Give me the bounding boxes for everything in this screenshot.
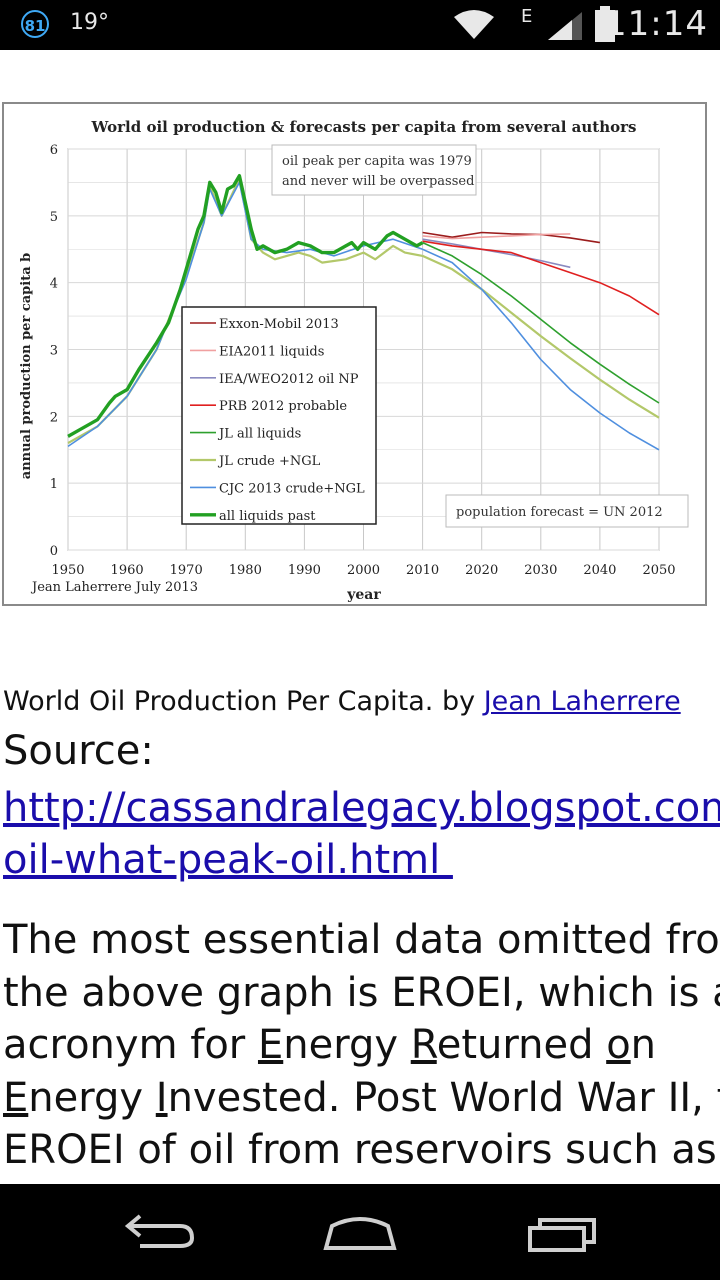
y-tick-label: 1 bbox=[50, 477, 58, 492]
y-tick-label: 4 bbox=[50, 277, 58, 292]
peak-note-line2: and never will be overpassed bbox=[282, 174, 474, 189]
series-line bbox=[422, 248, 660, 451]
navigation-bar bbox=[0, 1184, 720, 1280]
image-caption: World Oil Production Per Capita. by Jean… bbox=[3, 686, 720, 717]
caption-prefix: World Oil Production Per Capita. by bbox=[3, 686, 484, 717]
article-line: Energy Invested. Post World War II, the bbox=[3, 1074, 720, 1121]
x-tick-label: 1970 bbox=[170, 563, 203, 578]
status-bar: 81 19° E 11:14 bbox=[0, 0, 720, 50]
legend-entry: JL crude +NGL bbox=[217, 454, 321, 469]
article-line: The most essential data omitted from bbox=[3, 917, 720, 963]
chart-title: World oil production & forecasts per cap… bbox=[91, 118, 637, 136]
series-line bbox=[422, 254, 660, 419]
article-body: The most essential data omitted from the … bbox=[3, 914, 720, 1177]
x-tick-label: 2020 bbox=[465, 563, 498, 578]
y-tick-label: 6 bbox=[50, 143, 58, 158]
peak-note-line1: oil peak per capita was 1979 bbox=[282, 154, 472, 169]
article-line: EROEI of oil from reservoirs such as bbox=[3, 1127, 717, 1173]
population-note: population forecast = UN 2012 bbox=[456, 505, 663, 520]
source-link[interactable]: http://cassandralegacy.blogspot.com/2013… bbox=[3, 785, 720, 883]
recents-icon[interactable] bbox=[524, 1212, 600, 1256]
legend-entry: CJC 2013 crude+NGL bbox=[219, 481, 365, 496]
oil-production-chart: 1950 1960 1970 1980 1990 2000 2010 2020 2030 2040… bbox=[19, 118, 689, 603]
article-line: the above graph is EROEI, which is an bbox=[3, 969, 720, 1016]
x-tick-label: 2000 bbox=[347, 563, 380, 578]
notification-count-badge: 81 bbox=[21, 10, 49, 38]
clock-text: 11:14 bbox=[605, 4, 708, 44]
legend-entry: EIA2011 liquids bbox=[219, 344, 324, 359]
author-link[interactable]: Jean Laherrere bbox=[483, 686, 681, 717]
series-line bbox=[422, 233, 571, 240]
legend-entry: PRB 2012 probable bbox=[219, 399, 347, 414]
y-tick-label: 0 bbox=[50, 544, 58, 559]
series-line bbox=[422, 240, 660, 316]
source-label: Source: bbox=[3, 728, 154, 774]
signal-icon bbox=[548, 12, 582, 40]
x-tick-label: 1950 bbox=[51, 563, 84, 578]
x-tick-label: 2010 bbox=[406, 563, 439, 578]
y-tick-label: 5 bbox=[50, 210, 58, 225]
series-line bbox=[422, 238, 571, 269]
x-tick-label: 1980 bbox=[229, 563, 262, 578]
x-tick-label: 2030 bbox=[524, 563, 557, 578]
y-tick-label: 3 bbox=[50, 344, 58, 359]
chart-image[interactable]: 1950 1960 1970 1980 1990 2000 2010 2020 2030 2040… bbox=[2, 102, 707, 606]
home-icon[interactable] bbox=[320, 1210, 400, 1254]
x-tick-label: 1960 bbox=[111, 563, 144, 578]
legend-entry: IEA/WEO2012 oil NP bbox=[219, 372, 359, 387]
temperature-text: 19° bbox=[70, 10, 109, 35]
network-type-text: E bbox=[521, 6, 533, 27]
series-line bbox=[67, 174, 424, 438]
credit-text: Jean Laherrere July 2013 bbox=[30, 580, 198, 595]
x-tick-label: 1990 bbox=[288, 563, 321, 578]
article-line: acronym for Energy Returned on bbox=[3, 1022, 657, 1068]
legend-entry: Exxon-Mobil 2013 bbox=[219, 317, 339, 332]
x-tick-label: 2040 bbox=[583, 563, 616, 578]
y-tick-label: 2 bbox=[50, 410, 58, 425]
battery-icon bbox=[595, 6, 615, 42]
legend-entry: JL all liquids bbox=[217, 427, 301, 442]
series-line bbox=[422, 231, 601, 244]
y-axis-label: annual production per capita b bbox=[19, 253, 34, 479]
back-icon[interactable] bbox=[120, 1212, 200, 1252]
wifi-icon bbox=[454, 10, 494, 39]
x-tick-label: 2050 bbox=[642, 563, 675, 578]
legend-entry: all liquids past bbox=[219, 509, 316, 524]
series-line bbox=[422, 241, 660, 404]
x-axis-label: year bbox=[346, 587, 381, 603]
chart-legend: Exxon-Mobil 2013 EIA2011 liquids IEA/WEO20… bbox=[181, 306, 377, 525]
